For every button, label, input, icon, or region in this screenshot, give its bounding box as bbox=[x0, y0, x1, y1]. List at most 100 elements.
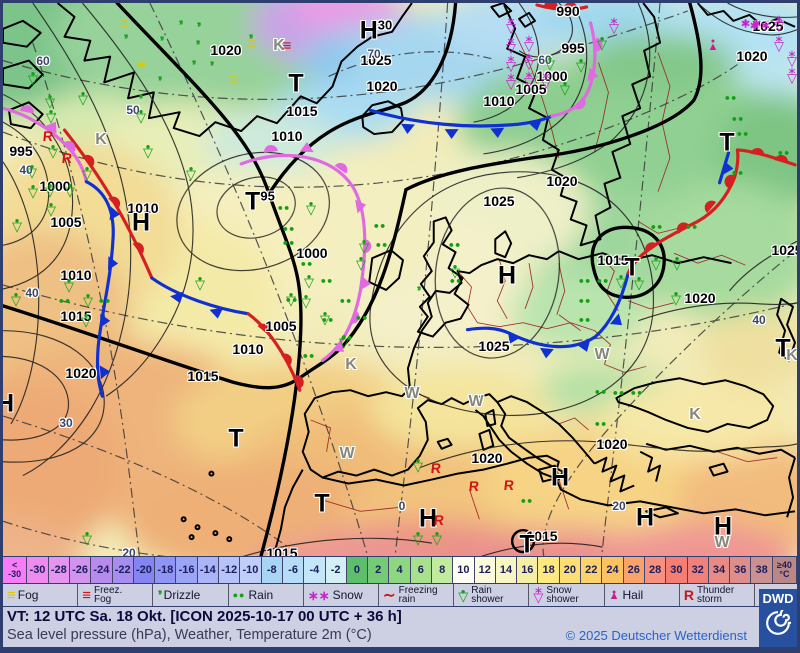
scale-cell: 12 bbox=[474, 557, 496, 583]
fog-icon: ≡ bbox=[247, 35, 256, 53]
rain-icon: ●● bbox=[449, 275, 463, 286]
scale-cell: 2 bbox=[368, 557, 390, 583]
rain-icon: ●● bbox=[731, 113, 745, 124]
pressure-label: 1010 bbox=[127, 200, 159, 216]
pressure-label: 1005 bbox=[265, 318, 297, 334]
rain-icon: ●● bbox=[594, 386, 608, 397]
drizzle-icon: ’’ bbox=[195, 37, 200, 53]
legend-item-freezing-fog: ≡ Freez. Fog bbox=[78, 584, 154, 606]
snow-icon: ∗∗ bbox=[749, 17, 771, 33]
rain-icon: ●● bbox=[320, 275, 334, 286]
thunderstorm-icon: R bbox=[433, 512, 445, 528]
scale-cell: 10 bbox=[453, 557, 475, 583]
pressure-label: 1020 bbox=[210, 42, 242, 58]
airmass-label: K bbox=[345, 356, 357, 373]
hail-icon: ● ▲ bbox=[608, 588, 620, 602]
snow-shower-icon: ∗ ▽ bbox=[506, 35, 516, 56]
drizzle-icon: ’’ bbox=[416, 283, 421, 299]
scale-cell: -28 bbox=[48, 557, 70, 583]
rain-shower-icon: ● ▽ bbox=[82, 529, 92, 548]
scale-cell: < -30 bbox=[3, 557, 28, 583]
rain-shower-icon: ● ▽ bbox=[672, 254, 682, 273]
latitude-label: 0 bbox=[398, 499, 406, 513]
rain-shower-icon: ● ▽ bbox=[11, 290, 21, 309]
pressure-label: 1000 bbox=[296, 245, 328, 261]
pressure-label: 1010 bbox=[60, 267, 92, 283]
rain-shower-icon: ● ▽ bbox=[651, 254, 661, 273]
pressure-center: H bbox=[497, 261, 517, 290]
snow-shower-icon: ∗ ▽ bbox=[541, 70, 551, 91]
scale-cell: 22 bbox=[581, 557, 603, 583]
scale-cell: 14 bbox=[495, 557, 518, 583]
rain-shower-icon: ● ▽ bbox=[413, 456, 423, 475]
scale-cell: 0 bbox=[346, 557, 369, 583]
pressure-center: T bbox=[314, 489, 330, 518]
pressure-center: H bbox=[635, 503, 655, 532]
legend-item-label: Freezing rain bbox=[398, 585, 438, 605]
drizzle-icon: ’’ bbox=[123, 31, 128, 47]
rain-icon: ●● bbox=[373, 220, 387, 231]
drizzle-icon: ’’ bbox=[209, 58, 214, 74]
scale-cell: 38 bbox=[751, 557, 773, 583]
pressure-center: H bbox=[131, 208, 151, 237]
scale-cell: -16 bbox=[176, 557, 198, 583]
rain-icon: ●● bbox=[448, 239, 462, 250]
rain-shower-icon: ● ▽ bbox=[83, 291, 93, 310]
validity-line: VT: 12 UTC Sa. 18 Okt. [ICON 2025-10-17 … bbox=[3, 606, 797, 627]
map-canvas: 990 995 1000 1005 1025 1020 1020 1025 1020 1015 10… bbox=[3, 3, 797, 556]
scale-cell: -22 bbox=[112, 557, 134, 583]
rain-shower-icon: ● ▽ bbox=[356, 254, 366, 273]
snow-shower-icon: ∗ ▽ bbox=[506, 71, 516, 92]
legend-item-label: Rain bbox=[248, 587, 274, 602]
scale-cell: ≥40 °C bbox=[772, 557, 798, 583]
pressure-label: 1015 bbox=[187, 368, 219, 384]
rain-shower-icon: ● ▽ bbox=[286, 290, 296, 309]
latitude-label: 20 bbox=[612, 499, 626, 513]
freezing-fog-icon: ≡ bbox=[282, 37, 292, 55]
latitude-label: 40 bbox=[752, 313, 766, 327]
rain-shower-icon: ● ▽ bbox=[136, 107, 146, 126]
subtitle-row: Sea level pressure (hPa), Weather, Tempe… bbox=[3, 627, 797, 647]
latitude-label: 50 bbox=[126, 103, 140, 117]
pressure-label: 1015 bbox=[60, 308, 92, 324]
scale-cell: 24 bbox=[602, 557, 624, 583]
scale-cell: -8 bbox=[261, 557, 283, 583]
latitude-label: 60 bbox=[538, 53, 552, 67]
snow-icon: ∗∗ bbox=[307, 587, 330, 603]
country-borders bbox=[310, 32, 778, 520]
scale-cell: -12 bbox=[219, 557, 241, 583]
airmass-label: W bbox=[468, 393, 484, 410]
scale-cell: -18 bbox=[155, 557, 177, 583]
dwd-logo[interactable]: DWD bbox=[759, 589, 797, 647]
legend-item-snow: ∗∗ Snow bbox=[304, 584, 380, 606]
rain-shower-icon: ● ▽ bbox=[48, 142, 58, 161]
pressure-center: H bbox=[550, 463, 570, 492]
legend-item-label: Drizzle bbox=[163, 587, 201, 602]
rain-shower-icon: ● ▽ bbox=[432, 529, 442, 548]
rain-shower-icon: ● ▽ bbox=[65, 181, 75, 200]
drizzle-icon: ’’ bbox=[138, 91, 143, 107]
freezing-fog-icon: ≡ bbox=[82, 586, 91, 604]
rain-shower-icon: ● ▽ bbox=[46, 107, 56, 126]
legend-item-hail: ● ▲ Hail bbox=[605, 584, 680, 606]
rain-icon: ●● bbox=[339, 295, 353, 306]
scale-cell: 32 bbox=[687, 557, 709, 583]
pressure-center: H30 bbox=[359, 16, 393, 45]
rain-icon: ●● bbox=[777, 147, 791, 158]
rain-shower-icon: ● ▽ bbox=[45, 181, 55, 200]
rain-shower-icon: ● ▽ bbox=[143, 142, 153, 161]
rain-shower-icon: ● ▽ bbox=[458, 586, 469, 604]
snow-shower-icon: ∗ ▽ bbox=[609, 15, 619, 36]
rain-shower-icon: ● ▽ bbox=[320, 309, 330, 328]
rain-icon: ●● bbox=[594, 418, 608, 429]
rain-icon: ●● bbox=[375, 239, 389, 250]
pressure-label: 995 bbox=[561, 40, 585, 56]
rain-shower-icon: ● ▽ bbox=[339, 332, 349, 351]
rain-icon: ●● bbox=[277, 202, 291, 213]
rain-shower-icon: ● ▽ bbox=[597, 34, 607, 53]
airmass-label: K bbox=[273, 37, 285, 54]
scale-cell: -20 bbox=[133, 557, 156, 583]
scale-cell: 20 bbox=[559, 557, 582, 583]
rain-icon: ●● bbox=[282, 237, 296, 248]
